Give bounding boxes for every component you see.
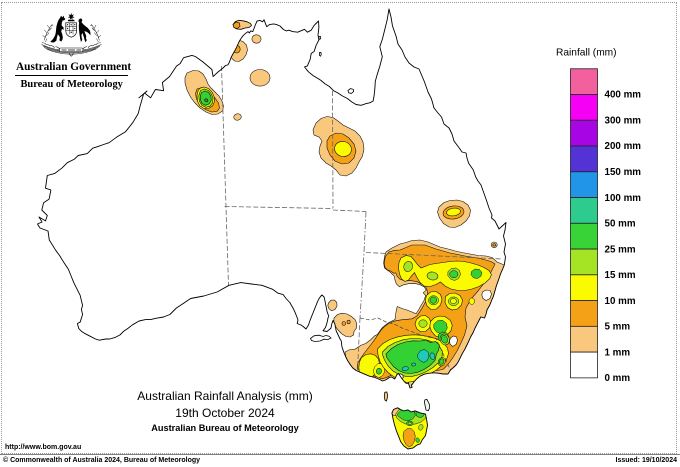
svg-text:100 mm: 100 mm	[605, 193, 642, 204]
svg-text:150 mm: 150 mm	[605, 167, 642, 178]
svg-text:0 mm: 0 mm	[605, 373, 631, 384]
svg-text:1 mm: 1 mm	[605, 347, 631, 358]
svg-text:25 mm: 25 mm	[605, 244, 636, 255]
svg-text:300 mm: 300 mm	[605, 115, 642, 126]
svg-text:50 mm: 50 mm	[605, 219, 636, 230]
svg-text:15 mm: 15 mm	[605, 270, 636, 281]
svg-text:200 mm: 200 mm	[605, 141, 642, 152]
svg-text:10 mm: 10 mm	[605, 296, 636, 307]
svg-text:Rainfall (mm): Rainfall (mm)	[556, 48, 617, 59]
svg-text:400 mm: 400 mm	[605, 90, 642, 101]
svg-text:5 mm: 5 mm	[605, 322, 631, 333]
